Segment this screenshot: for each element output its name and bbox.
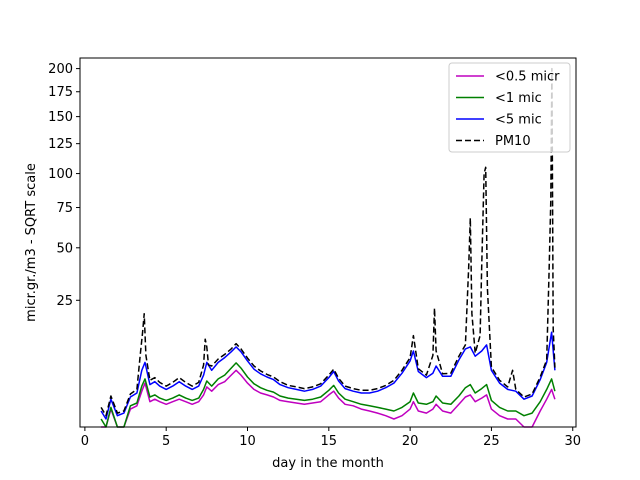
legend-label: <1 mic: [495, 91, 542, 106]
y-tick-label: 125: [48, 137, 73, 152]
y-tick-label: 175: [48, 85, 73, 100]
y-tick-label: 150: [48, 110, 73, 125]
series-line-3: [100, 67, 556, 417]
x-tick-label: 30: [564, 434, 581, 449]
plot-frame: [79, 57, 577, 428]
x-tick-label: 5: [162, 434, 170, 449]
x-tick-label: 15: [321, 434, 338, 449]
ticks: 0 5 10 15 20 25 30 25 50 75 100 125 150 175 200: [48, 62, 581, 449]
y-tick-label: 50: [56, 241, 73, 256]
y-tick-label: 75: [56, 201, 73, 216]
legend-label: <5 mic: [495, 113, 542, 128]
x-tick-label: 10: [239, 434, 256, 449]
legend-box: [448, 62, 571, 153]
series-line-1: [100, 362, 556, 428]
y-tick-label: 200: [48, 62, 73, 77]
legend-label: <0.5 micr: [495, 70, 560, 85]
x-tick-label: 25: [483, 434, 500, 449]
x-axis-label: day in the month: [272, 456, 384, 471]
y-axis-label: micr.gr./m3 - SQRT scale: [24, 163, 39, 322]
series-lines: [100, 67, 556, 428]
x-tick-label: 20: [402, 434, 419, 449]
y-tick-label: 25: [56, 294, 73, 309]
legend-label: PM10: [495, 134, 531, 149]
legend: <0.5 micr <1 mic <5 mic PM10: [448, 62, 571, 153]
series-line-0: [101, 369, 556, 428]
series-line-2: [100, 331, 556, 420]
x-tick-label: 0: [81, 434, 89, 449]
y-tick-label: 100: [48, 167, 73, 182]
